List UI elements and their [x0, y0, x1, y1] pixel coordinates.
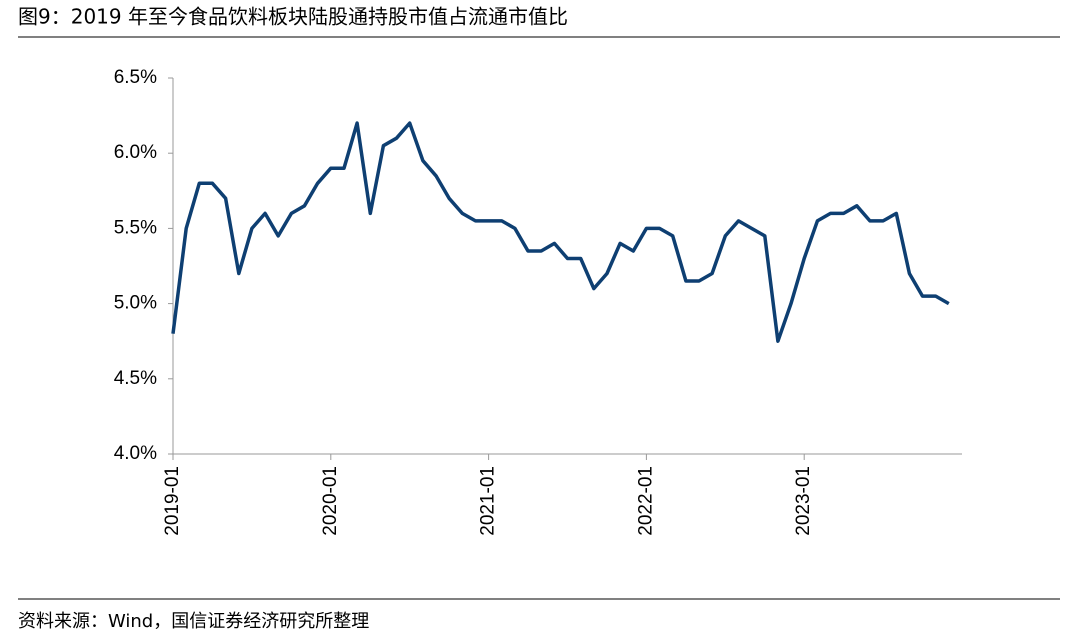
- source: 资料来源：Wind，国信证券经济研究所整理: [18, 611, 369, 632]
- x-tick-label: 2020-01: [320, 466, 341, 536]
- y-tick-label: 4.5%: [114, 368, 157, 389]
- x-tick-label: 2021-01: [478, 466, 499, 536]
- x-tick-label: 2019-01: [162, 466, 183, 536]
- x-tick-label: 2023-01: [793, 466, 814, 536]
- chart-title: 图9：2019 年至今食品饮料板块陆股通持股市值占流通市值比: [18, 5, 568, 29]
- series-line: [171, 121, 950, 343]
- y-tick-label: 4.0%: [114, 443, 157, 464]
- y-tick-label: 6.0%: [114, 142, 157, 163]
- y-tick-label: 5.0%: [114, 293, 157, 314]
- x-tick-label: 2022-01: [635, 466, 656, 536]
- y-tick-label: 6.5%: [114, 67, 157, 88]
- y-tick-label: 5.5%: [114, 217, 157, 238]
